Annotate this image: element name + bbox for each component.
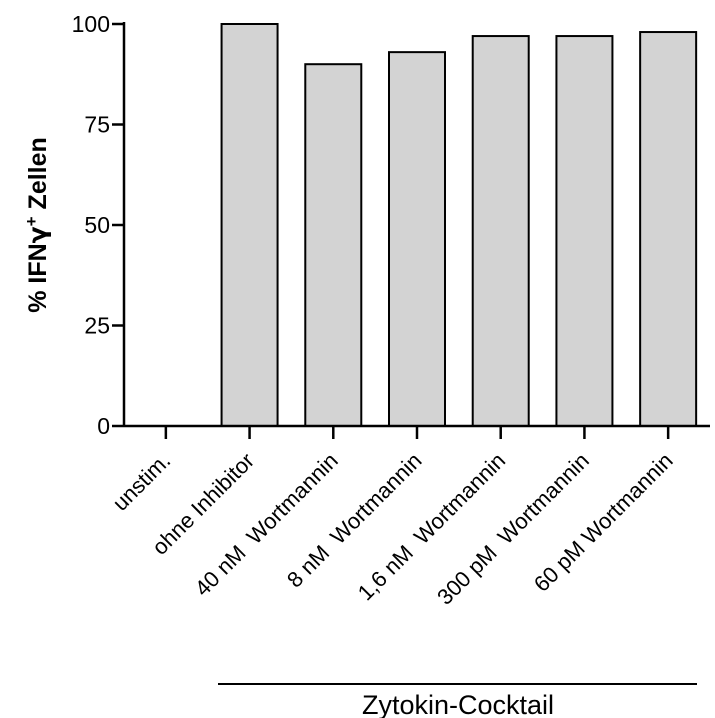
x-tick-label: 1,6 nM Wortmannin	[353, 448, 510, 605]
bar	[304, 63, 363, 427]
y-axis-label-prefix: % IFN	[24, 243, 52, 312]
x-tick-label: 40 nM Wortmannin	[190, 448, 343, 601]
y-axis-label: % IFNγ+ Zellen	[22, 137, 52, 313]
x-tick-label: 300 pM Wortmannin	[432, 448, 594, 610]
y-axis-label-greek: γ	[23, 226, 52, 243]
y-axis-label-suffix: Zellen	[24, 137, 52, 216]
bar	[388, 51, 446, 427]
y-tick-label: 50	[84, 212, 110, 238]
x-tick-label: 60 pM Wortmannin	[529, 448, 678, 597]
y-tick-label: 0	[97, 413, 110, 439]
bar	[471, 35, 530, 428]
y-tick-label: 25	[84, 313, 110, 339]
bar	[220, 23, 279, 427]
y-axis-ticks: 0 25 50 75 100	[72, 11, 124, 439]
group-label: Zytokin-Cocktail	[362, 690, 554, 718]
y-tick-label: 100	[72, 11, 110, 37]
bar	[555, 35, 614, 428]
x-tick-label: unstim.	[108, 448, 176, 516]
bars-group	[220, 23, 698, 428]
bar	[639, 31, 698, 427]
y-tick-label: 75	[84, 112, 110, 138]
y-axis-label-sup: +	[22, 216, 41, 226]
